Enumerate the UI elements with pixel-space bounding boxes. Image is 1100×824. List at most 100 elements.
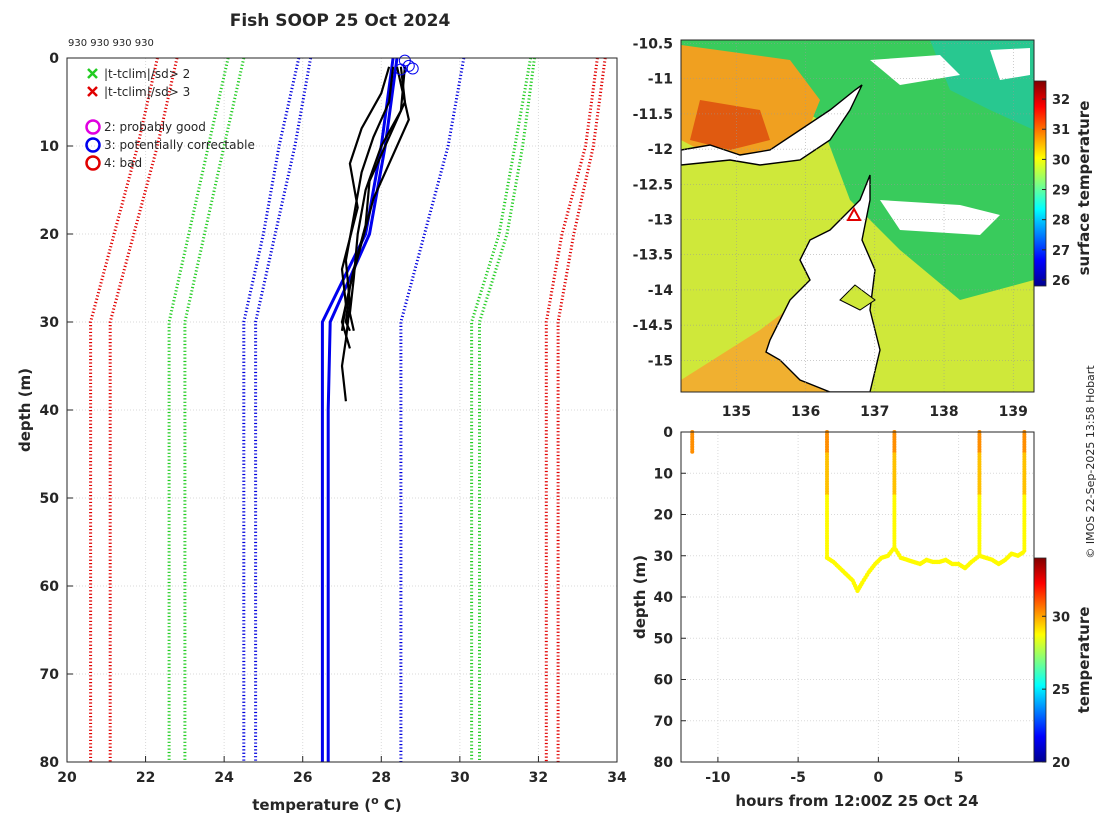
profile-ticks: 20 22 24 26 28 30 32 34 0 10 20 30 40 50 60 70 80 xyxy=(40,51,627,786)
timeseries-y-tick-label: 40 xyxy=(654,590,674,606)
profile-series-line xyxy=(89,57,159,762)
timeseries-y-tick-label: 50 xyxy=(654,631,674,647)
map-colorbar-label: surface temperature xyxy=(1075,101,1093,276)
map-colorbar-tick-label: 27 xyxy=(1052,244,1070,259)
timeseries-points xyxy=(690,430,1027,594)
platform-labels: 930 930 930 930 xyxy=(68,38,154,49)
profile-x-tick-label: 20 xyxy=(57,770,77,786)
map-cloud-1 xyxy=(880,200,1000,235)
qc3-marker xyxy=(406,62,419,75)
profile-y-tick-label: 30 xyxy=(40,315,60,331)
profile-y-tick-label: 20 xyxy=(40,227,60,243)
map-bay xyxy=(839,284,876,311)
map-panel: 135 136 137 138 139 -10.5 -11 -11.5 -12 -12.5 -13 -… xyxy=(633,37,1093,420)
map-x-tick-label: 138 xyxy=(929,404,958,420)
watermark: © IMOS 22-Sep-2025 13:58 Hobart xyxy=(1084,365,1097,559)
profile-y-tick-label: 10 xyxy=(40,139,60,155)
profile-panel: Fish SOOP 25 Oct 2024 930 930 930 930 20… xyxy=(16,11,627,814)
map-coast-north xyxy=(681,84,863,166)
map-y-tick-label: -10.5 xyxy=(633,37,673,53)
legend-qc2-circle-icon xyxy=(85,119,101,135)
qc3-marker xyxy=(402,59,415,72)
map-hot-patch xyxy=(690,100,770,150)
legend-qc3-circle-icon xyxy=(85,137,101,153)
profile-y-tick-label: 40 xyxy=(40,403,60,419)
profile-title: Fish SOOP 25 Oct 2024 xyxy=(230,11,451,31)
map-y-tick-label: -11.5 xyxy=(633,107,673,123)
map-y-tick-label: -14 xyxy=(648,283,674,299)
qc3-marker xyxy=(394,63,407,76)
profile-series-line xyxy=(470,57,533,762)
timeseries-y-tick-label: 70 xyxy=(654,714,674,730)
map-y-tick-label: -12.5 xyxy=(633,177,673,193)
profile-x-tick-label: 32 xyxy=(529,770,548,786)
map-colorbar-tick-label: 28 xyxy=(1052,214,1070,229)
map-y-tick-label: -11 xyxy=(648,72,673,88)
map-cloud-2 xyxy=(870,55,960,85)
timeseries-colorbar-tick-label: 30 xyxy=(1052,610,1070,625)
profile-y-tick-label: 60 xyxy=(40,579,60,595)
profile-x-tick-label: 30 xyxy=(450,770,470,786)
timeseries-y-tick-label: 80 xyxy=(654,755,674,771)
profile-legend: |t-tclim|/sd> 2 |t-tclim|/sd> 3 2: proba… xyxy=(85,67,255,171)
map-colorbar-tick-label: 32 xyxy=(1052,93,1070,108)
map-colorbar-tick-label: 29 xyxy=(1052,184,1070,199)
map-ticks: 135 136 137 138 139 -10.5 -11 -11.5 -12 -12.5 -13 -… xyxy=(633,37,1028,420)
map-colorbar xyxy=(1033,80,1047,287)
profile-series-line xyxy=(108,57,179,762)
profile-series-line xyxy=(544,57,599,762)
map-x-tick-label: 139 xyxy=(999,404,1028,420)
timeseries-x-tick-label: 0 xyxy=(873,770,883,786)
profile-y-tick-label: 0 xyxy=(49,51,59,67)
profile-xlabel: temperature (o C) xyxy=(252,794,402,814)
timeseries-colorbar-ticks: 20 25 30 xyxy=(1042,610,1070,771)
profile-series-line xyxy=(348,66,406,332)
profile-x-tick-label: 34 xyxy=(607,770,627,786)
profile-series-line xyxy=(326,57,399,762)
legend-qc2: 2: probably good xyxy=(104,120,206,134)
map-cloud-3 xyxy=(990,48,1030,80)
profile-location-marker xyxy=(846,206,862,221)
timeseries-y-tick-label: 20 xyxy=(654,508,674,524)
profile-ylabel: depth (m) xyxy=(16,368,34,452)
profile-series xyxy=(89,54,607,762)
timeseries-x-tick-label: -10 xyxy=(705,770,731,786)
profile-series-line xyxy=(399,57,466,762)
profile-grid xyxy=(66,57,618,763)
legend-sd3: |t-tclim|/sd> 3 xyxy=(104,85,190,99)
map-grid xyxy=(681,40,1034,392)
legend-qc3: 3: potentially correctable xyxy=(104,138,255,152)
timeseries-y-tick-label: 30 xyxy=(654,549,674,565)
profile-x-tick-label: 22 xyxy=(136,770,155,786)
profile-y-tick-label: 70 xyxy=(40,667,60,683)
map-x-tick-label: 137 xyxy=(860,404,889,420)
map-colorbar-tick-label: 30 xyxy=(1052,153,1070,168)
timeseries-x-tick-label: 5 xyxy=(954,770,964,786)
timeseries-xlabel: hours from 12:00Z 25 Oct 24 xyxy=(735,792,978,810)
map-x-tick-label: 135 xyxy=(722,404,751,420)
map-colorbar-tick-label: 26 xyxy=(1052,274,1070,289)
timeseries-colorbar-tick-label: 20 xyxy=(1052,756,1070,771)
map-y-tick-label: -13 xyxy=(648,213,673,229)
timeseries-colorbar-tick-label: 25 xyxy=(1052,683,1070,698)
legend-qc4-circle-icon xyxy=(85,155,101,171)
profile-axes-box xyxy=(66,57,618,763)
map-colorbar-ticks: 26 27 28 29 30 31 32 xyxy=(1042,93,1070,289)
map-y-tick-label: -13.5 xyxy=(633,248,673,264)
map-x-tick-label: 136 xyxy=(791,404,820,420)
timeseries-x-tick-label: -5 xyxy=(790,770,806,786)
profile-y-tick-label: 50 xyxy=(40,491,60,507)
timeseries-y-tick-label: 60 xyxy=(654,673,674,689)
profile-series-line xyxy=(167,57,230,762)
profile-x-tick-label: 24 xyxy=(214,770,234,786)
legend-sd2-cross-icon xyxy=(87,68,98,79)
map-colorbar-tick-label: 31 xyxy=(1052,123,1070,138)
timeseries-y-tick-label: 10 xyxy=(654,466,674,482)
map-cool-water xyxy=(681,40,1034,300)
timeseries-ylabel: depth (m) xyxy=(631,555,649,639)
profile-series-line xyxy=(344,66,410,332)
map-y-tick-label: -14.5 xyxy=(633,318,673,334)
timeseries-point xyxy=(690,449,695,454)
